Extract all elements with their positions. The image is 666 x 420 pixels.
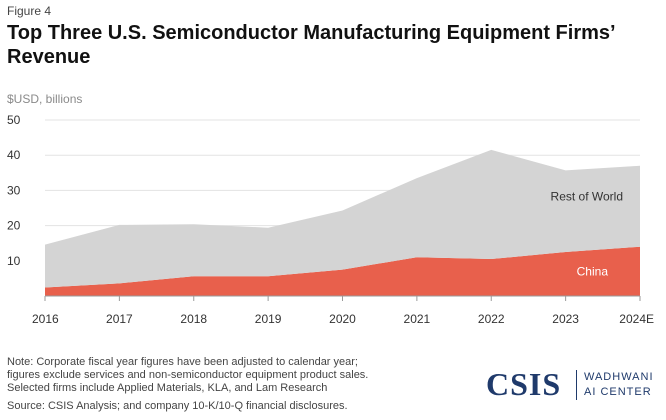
note-line: Selected firms include Applied Materials…: [7, 382, 328, 394]
x-tick-label: 2019: [255, 312, 282, 326]
chart-title: Top Three U.S. Semiconductor Manufacturi…: [7, 22, 615, 68]
logo-line-1: WADHWANI: [584, 371, 654, 383]
series-label-china: China: [577, 264, 609, 278]
series-label-rest-of-world: Rest of World: [551, 190, 623, 204]
y-axis-unit-label: $USD, billions: [7, 92, 83, 106]
y-tick-label: 20: [7, 219, 21, 233]
note-line: figures exclude services and non-semicon…: [7, 369, 369, 381]
chart-note: Note: Corporate fiscal year figures have…: [7, 356, 427, 395]
y-tick-label: 30: [7, 183, 21, 197]
logo-divider: [576, 370, 577, 400]
y-tick-labels: 10 20 30 40 50: [7, 113, 21, 268]
x-tick-label: 2020: [329, 312, 356, 326]
x-tick-label: 2024E: [619, 312, 654, 326]
y-tick-label: 10: [7, 254, 21, 268]
note-line: Note: Corporate fiscal year figures have…: [7, 356, 358, 368]
x-tick-label: 2017: [106, 312, 133, 326]
y-tick-label: 40: [7, 148, 21, 162]
area-layer: [45, 149, 640, 297]
chart-source: Source: CSIS Analysis; and company 10-K/…: [7, 400, 348, 412]
figure-label: Figure 4: [7, 4, 52, 18]
logo-csis-text: CSIS: [486, 366, 562, 402]
x-tick-label: 2021: [404, 312, 431, 326]
y-tick-label: 50: [7, 113, 21, 127]
x-tick-label: 2016: [32, 312, 59, 326]
x-tick-label: 2023: [552, 312, 579, 326]
x-tick-label: 2022: [478, 312, 505, 326]
logo-line-2: AI CENTER: [584, 386, 652, 398]
csis-wadhwani-logo: CSIS WADHWANI AI CENTER: [486, 366, 661, 406]
x-tick-label: 2018: [180, 312, 207, 326]
area-rest-of-world: [45, 149, 640, 288]
x-tick-labels: 2016 2017 2018 2019 2020 2021 2022 2023 2024E: [32, 296, 654, 326]
series-labels: China Rest of World: [551, 190, 623, 279]
